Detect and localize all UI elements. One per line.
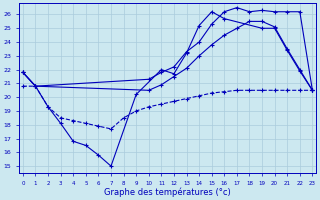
X-axis label: Graphe des températures (°c): Graphe des températures (°c) bbox=[104, 187, 231, 197]
